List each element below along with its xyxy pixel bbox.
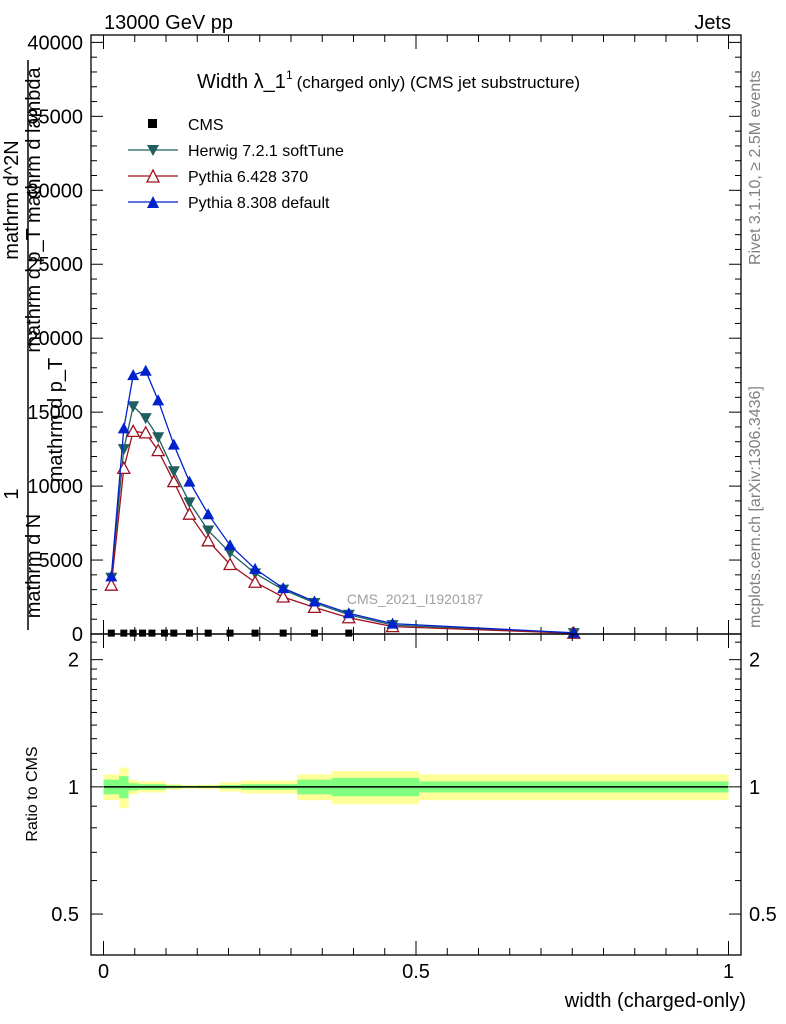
data-point-pythia8 xyxy=(167,438,180,450)
legend: CMS Herwig 7.2.1 softTune Pythia 6.428 3… xyxy=(128,117,344,212)
data-point-cms xyxy=(310,629,318,637)
data-point-cms xyxy=(279,629,287,637)
data-point-herwig xyxy=(183,497,196,509)
plot-title: Width λ_11 (charged only) (CMS jet substr… xyxy=(197,68,580,93)
data-point-pythia8 xyxy=(277,582,290,594)
ratio-ytick-label-right: 1 xyxy=(749,777,760,799)
main-ytick-label: 25000 xyxy=(27,254,83,276)
data-point-pythia8 xyxy=(105,570,118,582)
legend-label-pythia8: Pythia 8.308 default xyxy=(188,195,330,212)
ratio-ytick-label-right: 0.5 xyxy=(749,904,777,926)
legend-marker-herwig xyxy=(147,145,159,156)
main-ytick-label: 40000 xyxy=(27,32,83,54)
plot-title-suffix: (charged only) (CMS jet substructure) xyxy=(297,73,580,92)
ylabel-line-1: 1 xyxy=(1,488,23,499)
data-point-pythia6 xyxy=(201,533,216,547)
ratio-bands-group xyxy=(103,767,729,809)
legend-marker-pythia8 xyxy=(147,196,159,208)
data-point-pythia8 xyxy=(117,422,130,434)
data-point-cms xyxy=(160,629,168,637)
data-point-cms xyxy=(204,629,212,637)
data-point-cms xyxy=(129,629,137,637)
data-point-cms xyxy=(345,629,353,637)
ratio-xtick-label: 0 xyxy=(98,961,109,983)
data-point-pythia6 xyxy=(138,425,153,439)
legend-marker-pythia6 xyxy=(145,168,161,183)
data-point-cms xyxy=(226,629,234,637)
data-point-pythia6 xyxy=(151,443,166,457)
data-point-pythia8 xyxy=(342,607,355,619)
ratio-ytick-label: 2 xyxy=(68,650,79,672)
data-point-herwig xyxy=(127,401,140,413)
main-ytick-label: 10000 xyxy=(27,476,83,498)
data-point-herwig xyxy=(224,547,237,559)
series-line-herwig xyxy=(110,404,574,634)
data-point-pythia6 xyxy=(104,577,119,591)
data-point-pythia8 xyxy=(249,562,262,574)
main-y-axis-label: 1 mathrm d N mathrm d p_T mathrm d^2N ma… xyxy=(1,60,67,630)
data-point-pythia6 xyxy=(276,589,291,603)
data-point-cms xyxy=(170,629,178,637)
legend-marker-cms xyxy=(148,119,157,128)
data-point-pythia8 xyxy=(567,626,580,638)
data-point-cms xyxy=(139,629,147,637)
main-ytick-label: 0 xyxy=(72,624,83,646)
data-point-herwig xyxy=(202,525,215,537)
data-point-pythia8 xyxy=(202,508,215,520)
data-point-herwig xyxy=(152,432,165,444)
data-point-cms xyxy=(185,629,193,637)
data-point-cms xyxy=(148,629,156,637)
plot-title-main: Width λ_1 xyxy=(197,71,286,93)
data-point-pythia8 xyxy=(183,475,196,487)
rivet-version-label: Rivet 3.1.10, ≥ 2.5M events xyxy=(747,70,764,265)
legend-label-herwig: Herwig 7.2.1 softTune xyxy=(188,143,344,160)
ylabel-line-4: mathrm d^2N xyxy=(1,140,23,259)
data-point-cms xyxy=(251,629,259,637)
main-axes: 0 5000 10000 15000 20000 25000 30000 35000 40000 xyxy=(27,32,741,646)
ylabel-line-3: mathrm d p_T xyxy=(45,358,67,482)
data-point-herwig xyxy=(117,444,130,456)
data-point-pythia8 xyxy=(224,539,237,551)
ylabel-line-5: mathrm d p_T mathrm d lambda xyxy=(23,66,45,352)
data-point-pythia6 xyxy=(166,474,181,488)
main-ytick-label: 20000 xyxy=(27,328,83,350)
data-point-pythia6 xyxy=(126,424,141,438)
data-point-cms xyxy=(120,629,128,637)
series-line-pythia8 xyxy=(110,369,574,634)
ylabel-line-2: mathrm d N xyxy=(23,514,45,618)
main-ytick-label: 5000 xyxy=(39,550,84,572)
data-point-pythia6 xyxy=(222,557,238,571)
main-series-group xyxy=(104,364,581,640)
main-ytick-label: 30000 xyxy=(27,180,83,202)
ratio-ytick-label-right: 2 xyxy=(749,650,760,672)
ratio-xtick-label: 0.5 xyxy=(402,961,430,983)
ratio-xtick-label: 1 xyxy=(723,961,734,983)
main-ytick-label: 15000 xyxy=(27,402,83,424)
data-point-herwig xyxy=(167,466,180,478)
ratio-ytick-label: 0.5 xyxy=(51,904,79,926)
main-ytick-label: 35000 xyxy=(27,106,83,128)
data-point-pythia6 xyxy=(307,600,322,614)
data-point-cms xyxy=(107,629,115,637)
x-axis-label: width (charged-only) xyxy=(564,990,746,1012)
process-label: Jets xyxy=(694,12,731,34)
data-point-herwig xyxy=(139,413,152,425)
ratio-axes: 0 0.5 1 0.5 0.5 1 1 2 2 xyxy=(51,634,777,983)
energy-label: 13000 GeV pp xyxy=(104,12,233,34)
legend-label-cms: CMS xyxy=(188,117,224,134)
analysis-watermark: CMS_2021_I1920187 xyxy=(347,591,483,607)
ratio-y-axis-label: Ratio to CMS xyxy=(24,746,41,841)
legend-label-pythia6: Pythia 6.428 370 xyxy=(188,169,308,186)
data-point-pythia6 xyxy=(247,574,263,588)
plot-title-superscript: 1 xyxy=(286,68,293,82)
data-point-pythia8 xyxy=(152,394,165,406)
data-point-pythia8 xyxy=(386,617,399,629)
mcplots-label: mcplots.cern.ch [arXiv:1306.3436] xyxy=(747,386,764,628)
ratio-ytick-label: 1 xyxy=(68,777,79,799)
data-point-pythia8 xyxy=(139,364,152,376)
data-point-pythia8 xyxy=(308,595,321,607)
data-point-pythia6 xyxy=(182,506,197,520)
data-point-pythia8 xyxy=(127,369,140,381)
